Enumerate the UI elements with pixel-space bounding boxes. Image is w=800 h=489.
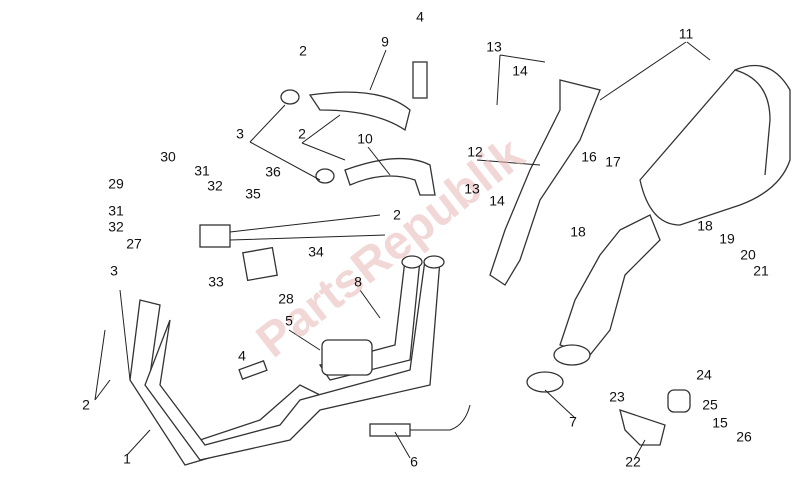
part-number: 32 <box>108 219 124 235</box>
spring <box>412 61 428 99</box>
part-number: 3 <box>236 126 244 142</box>
part-number: 19 <box>719 231 735 247</box>
part-number: 2 <box>299 43 307 59</box>
part-number: 20 <box>740 247 756 263</box>
part-number: 18 <box>570 224 586 240</box>
parts <box>129 61 791 466</box>
part-number: 32 <box>207 178 223 194</box>
part-number: 13 <box>486 39 502 55</box>
part-number: 6 <box>410 454 418 470</box>
gasket <box>315 168 335 184</box>
part-number: 27 <box>126 236 142 252</box>
leader-line <box>94 41 711 459</box>
actuator <box>199 224 231 248</box>
part-number: 33 <box>208 274 224 290</box>
part-number: 4 <box>238 348 246 364</box>
leaders <box>94 41 711 459</box>
link-pipe <box>559 214 661 356</box>
pipe-end <box>423 255 445 269</box>
part-number: 35 <box>245 186 261 202</box>
bracket-22 <box>619 409 666 446</box>
part-number: 5 <box>285 313 293 329</box>
part-number: 12 <box>467 144 483 160</box>
part-number: 22 <box>625 454 641 470</box>
part-number: 18 <box>697 218 713 234</box>
part-number: 21 <box>753 263 769 279</box>
cable <box>229 214 386 241</box>
part-number: 13 <box>464 181 480 197</box>
part-number: 9 <box>381 34 389 50</box>
part-number: 31 <box>108 203 124 219</box>
part-number: 4 <box>416 9 424 25</box>
pipe-10 <box>344 157 436 196</box>
part-number: 28 <box>278 291 294 307</box>
sensor <box>369 423 411 437</box>
part-number: 10 <box>357 131 373 147</box>
part-number: 25 <box>702 397 718 413</box>
part-number: 36 <box>265 164 281 180</box>
valve <box>321 339 373 376</box>
part-number: 24 <box>696 367 712 383</box>
part-number: 16 <box>581 149 597 165</box>
part-number: 11 <box>679 26 694 42</box>
part-number: 2 <box>298 126 306 142</box>
plate <box>242 246 278 282</box>
part-number: 8 <box>354 274 362 290</box>
part-number: 23 <box>609 389 625 405</box>
part-number: 17 <box>605 154 621 170</box>
part-number: 14 <box>512 63 528 79</box>
gasket <box>526 371 564 393</box>
pipe-end <box>401 255 423 269</box>
part-number: 14 <box>489 193 505 209</box>
spring <box>238 360 268 380</box>
part-number: 30 <box>160 149 176 165</box>
part-number: 34 <box>308 244 324 260</box>
part-number: 31 <box>194 163 210 179</box>
part-number: 3 <box>110 263 118 279</box>
clamp <box>553 344 591 366</box>
rubber <box>667 389 691 413</box>
part-number: 26 <box>736 429 752 445</box>
pipe-9 <box>308 91 411 132</box>
part-number: 7 <box>569 414 577 430</box>
part-number: 29 <box>108 176 124 192</box>
part-number: 2 <box>393 207 401 223</box>
gasket <box>280 89 300 105</box>
muffler-end <box>734 69 771 176</box>
sensor-wire <box>380 404 471 431</box>
bracket <box>489 79 601 286</box>
part-number: 2 <box>82 397 90 413</box>
part-number: 1 <box>123 451 131 467</box>
part-number: 15 <box>712 415 728 431</box>
